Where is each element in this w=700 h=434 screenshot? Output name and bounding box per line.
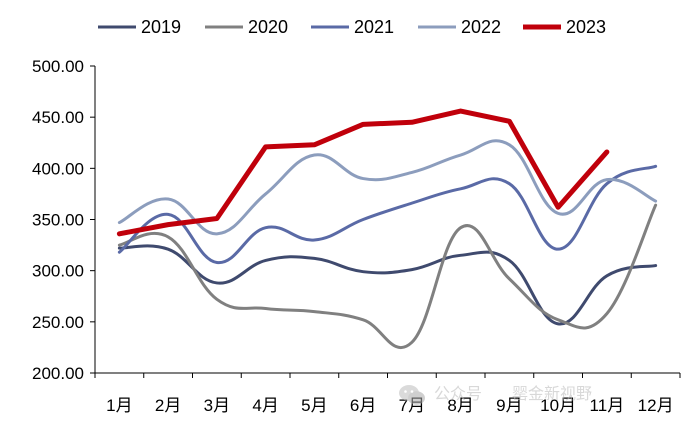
- y-tick-label: 350.00: [32, 211, 84, 230]
- series-line-2023: [116, 108, 610, 237]
- legend-label-2022: 2022: [461, 17, 501, 37]
- y-tick-label: 200.00: [32, 364, 84, 383]
- x-tick-label: 8月: [447, 396, 473, 415]
- y-tick-label: 500.00: [32, 57, 84, 76]
- legend: 2019 2020 2021 2022 2023: [98, 17, 606, 37]
- legend-label-2019: 2019: [141, 17, 181, 37]
- x-tick-label: 9月: [496, 396, 522, 415]
- wechat-icon: [399, 384, 425, 405]
- watermark: 公众号 罂金新视野: [398, 380, 592, 406]
- series-line-2019: [117, 244, 658, 326]
- legend-label-2021: 2021: [354, 17, 394, 37]
- x-tick-label: 2月: [155, 396, 181, 415]
- x-tick-label: 5月: [301, 396, 327, 415]
- x-tick-label: 11月: [590, 396, 625, 415]
- x-tick-label: 12月: [638, 396, 674, 415]
- watermark-left-text: 公众号: [434, 384, 483, 403]
- series-layer: [116, 108, 658, 350]
- legend-label-2023: 2023: [566, 17, 606, 37]
- legend-label-2020: 2020: [248, 17, 288, 37]
- y-tick-label: 450.00: [32, 108, 84, 127]
- y-tick-label: 250.00: [32, 313, 84, 332]
- x-axis: 1月 2月 3月 4月 5月 6月 7月 8月 9月 10月 11月 12月: [94, 372, 681, 415]
- y-tick-label: 400.00: [32, 159, 84, 178]
- y-tick-label: 300.00: [32, 262, 84, 281]
- x-tick-label: 6月: [350, 396, 376, 415]
- x-tick-label: 1月: [106, 396, 132, 415]
- x-tick-label: 10月: [540, 396, 576, 415]
- series-line-2021: [117, 164, 658, 264]
- y-axis: 200.00 250.00 300.00 350.00 400.00 450.00 500.…: [32, 57, 96, 383]
- x-tick-label: 4月: [252, 396, 278, 415]
- series-line-2020: [117, 203, 658, 350]
- watermark-right-text: 罂金新视野: [512, 384, 593, 403]
- x-tick-label: 3月: [204, 396, 230, 415]
- series-line-2022: [117, 139, 658, 236]
